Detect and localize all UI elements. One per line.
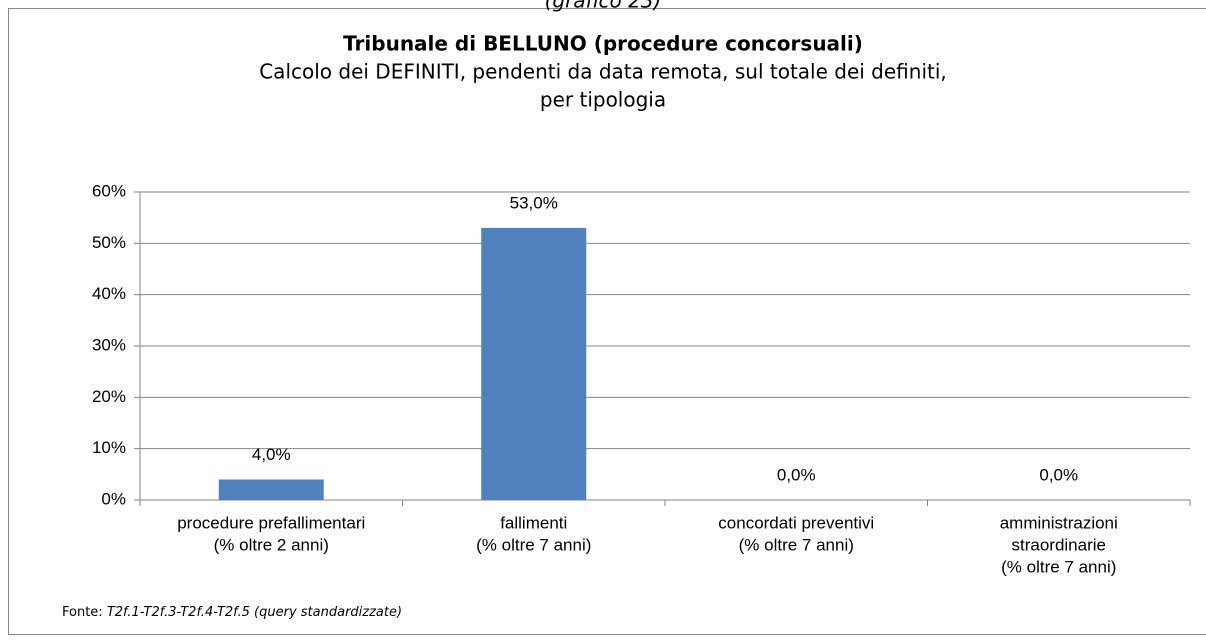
y-tick-label: 20% [92,387,126,406]
y-tick-label: 60% [92,181,126,200]
x-tick-label: fallimenti [500,513,567,532]
x-tick-label: (% oltre 2 anni) [214,535,329,554]
y-tick-label: 10% [92,438,126,457]
value-label: 53,0% [510,193,558,212]
bar [218,479,324,500]
chart-subtitle: Calcolo dei DEFINITI, pendenti da data r… [259,60,947,84]
y-tick-label: 0% [101,489,126,508]
x-tick-label: procedure prefallimentari [177,513,365,532]
value-label: 0,0% [1039,465,1078,484]
x-tick-label: (% oltre 7 anni) [476,535,591,554]
y-tick-label: 50% [92,233,126,252]
y-tick-label: 40% [92,284,126,303]
chart-title: Tribunale di BELLUNO (procedure concorsu… [343,32,863,56]
x-tick-label: (% oltre 7 anni) [739,535,854,554]
caption: (grafico 23) [545,0,662,13]
value-label: 4,0% [252,445,291,464]
x-tick-label: concordati preventivi [718,513,874,532]
value-label: 0,0% [777,465,816,484]
bar [481,227,587,500]
footer: Fonte: T2f.1-T2f.3-T2f.4-T2f.5 (query st… [62,605,402,620]
chart-subtitle: per tipologia [540,88,666,112]
y-tick-label: 30% [92,335,126,354]
chart-border [8,8,1206,635]
x-tick-label: (% oltre 7 anni) [1001,557,1116,576]
x-tick-label: straordinarie [1012,535,1107,554]
footer-text: T2f.1-T2f.3-T2f.4-T2f.5 (query standardi… [107,605,402,620]
footer-prefix: Fonte: [62,605,103,620]
x-tick-label: amministrazioni [1000,513,1118,532]
